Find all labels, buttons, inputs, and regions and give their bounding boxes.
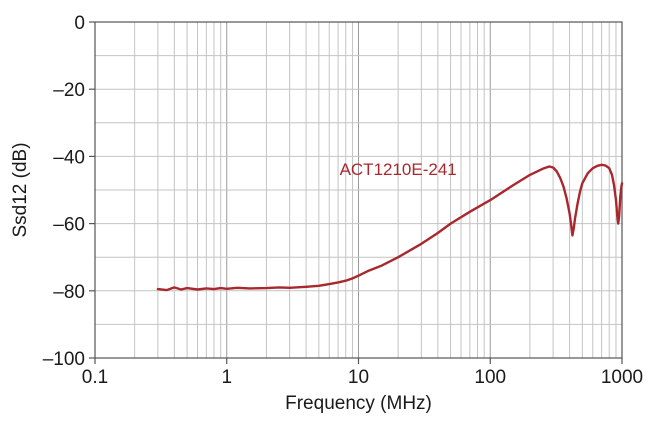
series-line-0 — [156, 163, 624, 292]
x-tick-label: 10 — [348, 367, 369, 388]
y-tick-label: 0 — [74, 13, 85, 34]
x-axis-title: Frequency (MHz) — [285, 393, 432, 414]
grid — [95, 22, 622, 358]
y-tick-label: –100 — [43, 349, 85, 370]
tick-labels: 0.1 1 10 100 1000 0 –20 –40 –60 –80 –100 — [43, 13, 643, 388]
x-tick-label: 100 — [474, 367, 506, 388]
y-tick-label: –40 — [53, 147, 85, 168]
series-label: ACT1210E-241 — [340, 160, 457, 179]
x-tick-label: 1000 — [601, 367, 643, 388]
y-tick-label: –20 — [53, 80, 85, 101]
y-tick-label: –80 — [53, 282, 85, 303]
x-tick-label: 0.1 — [82, 367, 108, 388]
y-axis-title: Ssd12 (dB) — [10, 142, 31, 237]
y-tick-label: –60 — [53, 215, 85, 236]
x-tick-label: 1 — [221, 367, 232, 388]
series-layer: ACT1210E-241 — [156, 160, 624, 292]
